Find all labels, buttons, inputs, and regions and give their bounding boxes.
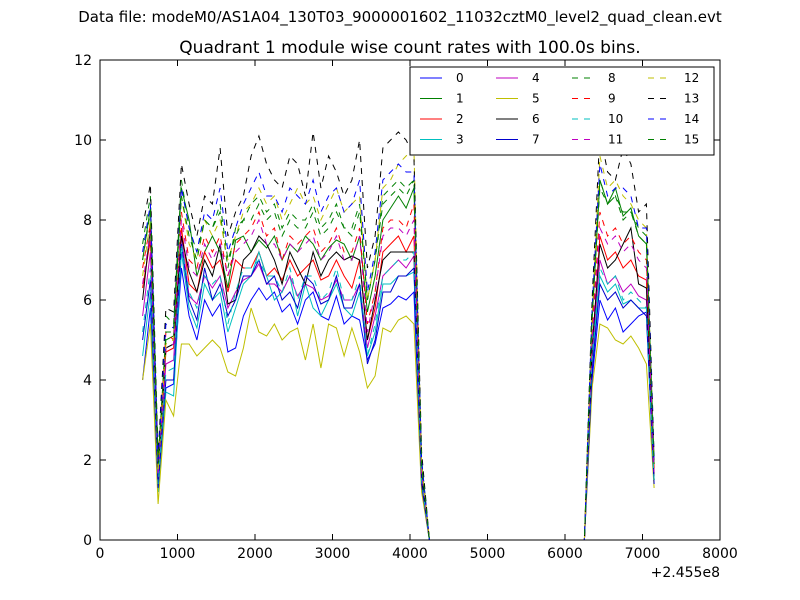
series-line-3	[142, 250, 655, 541]
series-line-12	[142, 146, 655, 541]
y-tick-label: 4	[83, 373, 92, 389]
x-tick-label: 5000	[470, 546, 506, 562]
y-tick-label: 6	[83, 293, 92, 309]
x-tick-label: 1000	[160, 546, 196, 562]
y-tick-label: 8	[83, 213, 92, 229]
legend-label-11: 11	[608, 133, 623, 147]
series-layer	[142, 131, 655, 541]
suptitle: Data file: modeM0/AS1A04_130T03_90000016…	[78, 8, 722, 26]
x-tick-label: 6000	[547, 546, 583, 562]
legend-label-10: 10	[608, 112, 623, 126]
legend-label-12: 12	[684, 71, 699, 85]
series-line-15	[142, 178, 655, 541]
x-offset-label: +2.455e8	[651, 565, 720, 581]
x-tick-label: 3000	[315, 546, 351, 562]
y-tick-label: 2	[83, 453, 92, 469]
legend-label-9: 9	[608, 92, 616, 106]
series-line-2	[142, 227, 655, 541]
x-tick-label: 7000	[625, 546, 661, 562]
legend-label-14: 14	[684, 112, 699, 126]
series-line-0	[142, 267, 655, 541]
series-line-11	[142, 218, 655, 541]
series-line-7	[142, 243, 655, 541]
series-line-9	[142, 203, 655, 541]
legend-box	[409, 66, 715, 156]
series-line-4	[142, 235, 655, 541]
legend-label-4: 4	[532, 71, 540, 85]
series-line-13	[142, 131, 655, 541]
legend-label-8: 8	[608, 71, 616, 85]
x-tick-label: 8000	[702, 546, 738, 562]
legend-label-2: 2	[456, 112, 464, 126]
x-tick-label: 0	[96, 546, 105, 562]
y-tick-label: 10	[74, 133, 92, 149]
chart-title: Quadrant 1 module wise count rates with …	[179, 38, 640, 58]
legend-label-7: 7	[532, 133, 540, 147]
legend-label-5: 5	[532, 92, 540, 106]
legend-label-0: 0	[456, 71, 464, 85]
legend-label-3: 3	[456, 133, 464, 147]
series-line-10	[142, 243, 655, 541]
y-tick-label: 0	[83, 533, 92, 549]
x-tick-label: 2000	[237, 546, 273, 562]
legend-label-1: 1	[456, 92, 464, 106]
legend-label-6: 6	[532, 112, 540, 126]
y-tick-label: 12	[74, 53, 92, 69]
legend-label-15: 15	[684, 133, 699, 147]
series-line-1	[142, 179, 655, 541]
series-line-14	[142, 163, 655, 541]
series-line-8	[142, 179, 655, 541]
ticks-layer: 0 1000 2000 3000 4000 5000 6000 7000 80000246810…	[74, 53, 738, 562]
x-tick-label: 4000	[392, 546, 428, 562]
legend-label-13: 13	[684, 92, 699, 106]
series-line-6	[142, 226, 655, 541]
series-line-5	[142, 307, 655, 541]
